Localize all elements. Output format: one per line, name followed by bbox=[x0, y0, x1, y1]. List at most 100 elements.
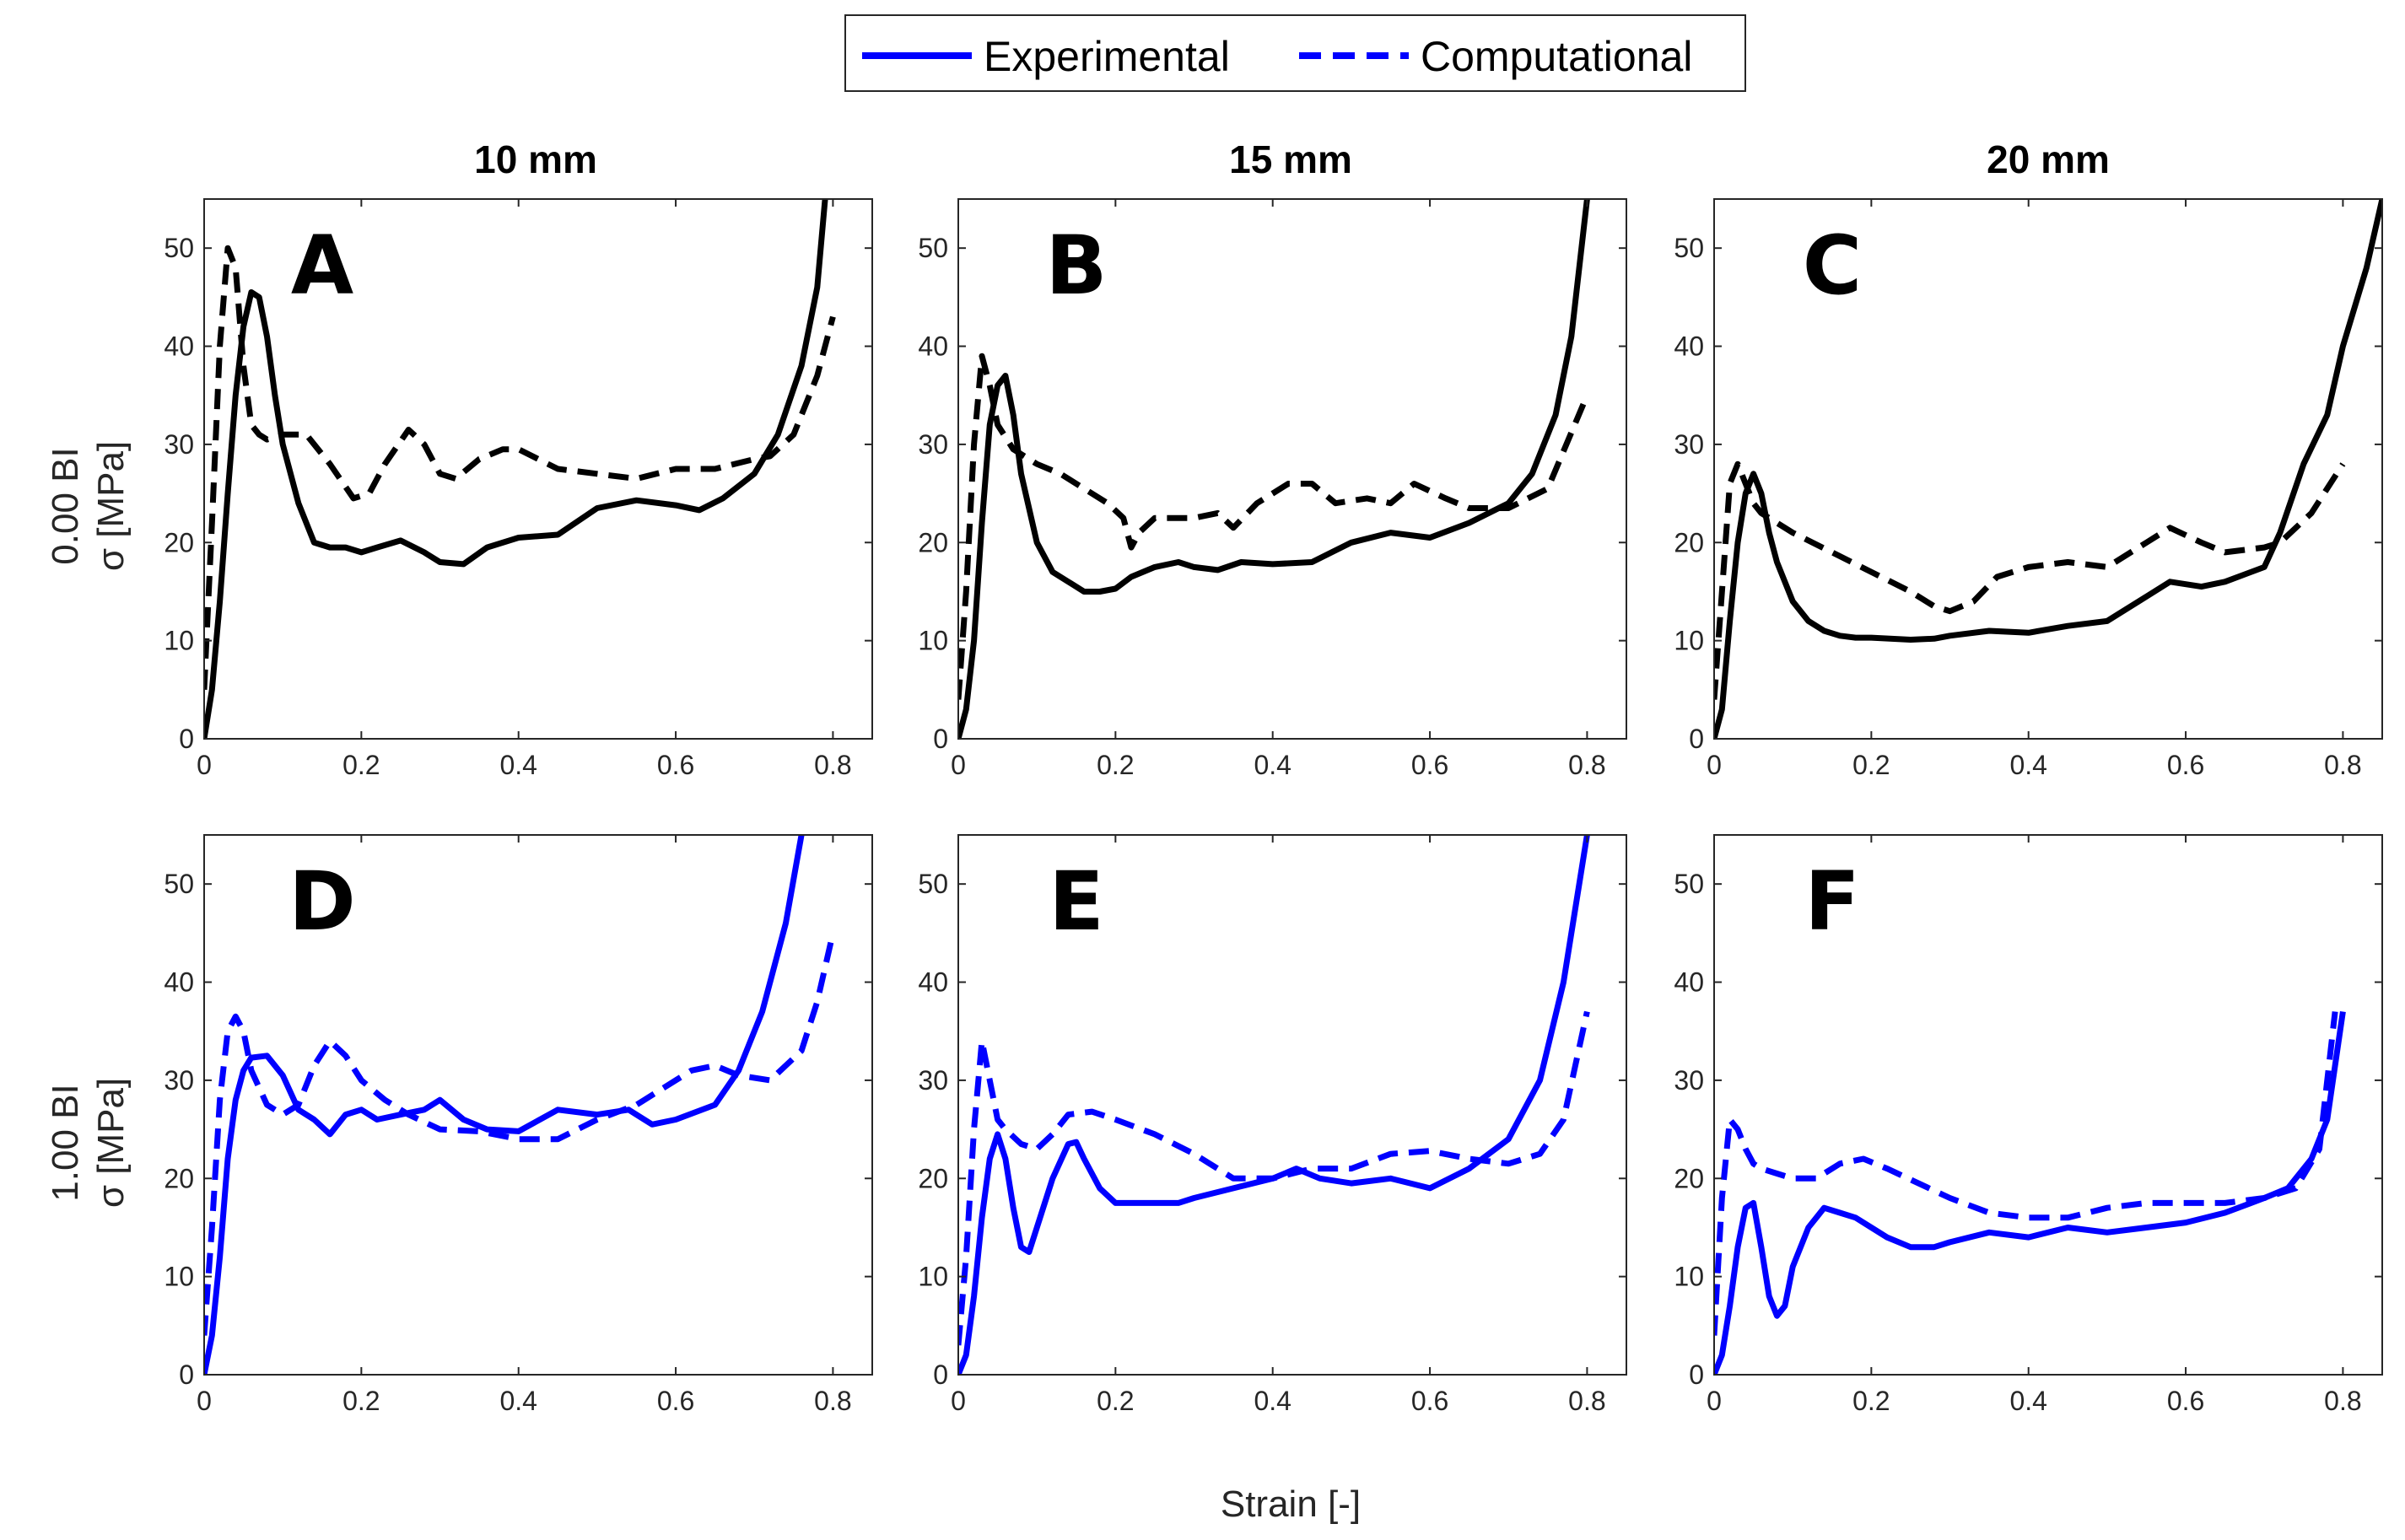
plot-area-d bbox=[204, 835, 872, 1375]
row-label-0-stress: σ [MPa] bbox=[90, 441, 132, 571]
y-tick-label-d-3: 30 bbox=[164, 1065, 194, 1096]
axes-frame-c bbox=[1713, 198, 2383, 740]
column-title-15mm: 15 mm bbox=[1229, 137, 1352, 181]
series-experimental-e bbox=[958, 834, 1590, 1375]
x-tick-label-f-4: 0.8 bbox=[2324, 1386, 2361, 1416]
series-experimental-a bbox=[204, 198, 828, 739]
panel-e: 0 0.2 0.4 0.6 0.8 0 10 20 30 40 50 E bbox=[918, 834, 1627, 1416]
x-tick-label-c-4: 0.8 bbox=[2324, 750, 2361, 780]
x-tick-label-d-1: 0.2 bbox=[342, 1386, 380, 1416]
x-tick-label-b-4: 0.8 bbox=[1568, 750, 1605, 780]
y-tick-label-c-5: 50 bbox=[1674, 233, 1704, 263]
series-computational-f bbox=[1714, 1011, 2338, 1336]
y-tick-label-f-0: 0 bbox=[1689, 1360, 1704, 1390]
panel-letter-e: E bbox=[1049, 854, 1104, 949]
y-tick-label-f-3: 30 bbox=[1674, 1065, 1704, 1096]
panel-letter-a: A bbox=[291, 218, 353, 313]
x-tick-label-a-2: 0.4 bbox=[499, 750, 537, 780]
column-title-10mm: 10 mm bbox=[474, 137, 597, 181]
y-tick-label-e-4: 40 bbox=[918, 967, 948, 998]
x-tick-label-a-0: 0 bbox=[197, 750, 212, 780]
y-tick-label-a-2: 20 bbox=[164, 527, 194, 557]
axes-frame-f bbox=[1713, 834, 2383, 1376]
y-tick-label-b-3: 30 bbox=[918, 429, 948, 460]
legend-box bbox=[844, 14, 1746, 92]
row-label-0-bi: 0.00 BI bbox=[45, 447, 86, 564]
panel-f: 0 0.2 0.4 0.6 0.8 0 10 20 30 40 50 F bbox=[1674, 834, 2383, 1416]
y-tick-label-f-1: 10 bbox=[1674, 1262, 1704, 1292]
x-tick-label-e-4: 0.8 bbox=[1568, 1386, 1605, 1416]
x-tick-label-b-3: 0.6 bbox=[1411, 750, 1448, 780]
x-tick-label-d-4: 0.8 bbox=[814, 1386, 851, 1416]
row-label-0: 0.00 BI σ [MPa] bbox=[45, 441, 132, 571]
axes-frame-a bbox=[203, 198, 873, 740]
y-tick-label-a-3: 30 bbox=[164, 429, 194, 460]
x-tick-label-a-1: 0.2 bbox=[342, 750, 380, 780]
y-tick-label-e-1: 10 bbox=[918, 1262, 948, 1292]
y-tick-label-c-0: 0 bbox=[1689, 724, 1704, 754]
y-tick-label-e-5: 50 bbox=[918, 869, 948, 899]
series-computational-b bbox=[958, 353, 1590, 700]
x-tick-label-c-0: 0 bbox=[1707, 750, 1722, 780]
y-tick-label-d-1: 10 bbox=[164, 1262, 194, 1292]
y-tick-label-a-4: 40 bbox=[164, 331, 194, 362]
series-computational-a bbox=[204, 245, 836, 690]
x-tick-label-e-1: 0.2 bbox=[1097, 1386, 1134, 1416]
x-tick-label-b-0: 0 bbox=[951, 750, 966, 780]
x-axis-label: Strain [-] bbox=[1221, 1483, 1361, 1525]
y-tick-label-b-4: 40 bbox=[918, 331, 948, 362]
y-tick-label-f-4: 40 bbox=[1674, 967, 1704, 998]
panel-letter-c: C bbox=[1803, 218, 1862, 313]
x-tick-label-d-2: 0.4 bbox=[499, 1386, 537, 1416]
x-tick-label-f-3: 0.6 bbox=[2167, 1386, 2204, 1416]
y-tick-label-d-5: 50 bbox=[164, 869, 194, 899]
y-tick-label-c-3: 30 bbox=[1674, 429, 1704, 460]
legend-computational-label: Computational bbox=[1421, 33, 1692, 80]
panel-letter-d: D bbox=[288, 854, 356, 949]
legend: Experimental Computational bbox=[844, 14, 1746, 92]
y-tick-label-e-0: 0 bbox=[933, 1360, 948, 1390]
series-experimental-f bbox=[1714, 1010, 2346, 1375]
y-tick-label-c-2: 20 bbox=[1674, 527, 1704, 557]
series-computational-e bbox=[958, 1010, 1590, 1346]
y-tick-label-d-0: 0 bbox=[179, 1360, 194, 1390]
x-tick-label-e-3: 0.6 bbox=[1411, 1386, 1448, 1416]
y-tick-label-b-5: 50 bbox=[918, 233, 948, 263]
x-tick-label-e-2: 0.4 bbox=[1254, 1386, 1291, 1416]
y-tick-label-a-0: 0 bbox=[179, 724, 194, 754]
series-computational-c bbox=[1714, 460, 2346, 700]
y-tick-label-c-1: 10 bbox=[1674, 626, 1704, 656]
y-tick-label-d-4: 40 bbox=[164, 967, 194, 998]
y-tick-label-f-5: 50 bbox=[1674, 869, 1704, 899]
y-tick-label-b-0: 0 bbox=[933, 724, 948, 754]
panel-b: 0 0.2 0.4 0.6 0.8 0 10 20 30 40 50 B bbox=[918, 198, 1627, 780]
panel-letter-b: B bbox=[1045, 218, 1107, 313]
x-tick-label-b-2: 0.4 bbox=[1254, 750, 1291, 780]
y-tick-label-b-1: 10 bbox=[918, 626, 948, 656]
legend-experimental-label: Experimental bbox=[984, 33, 1230, 80]
y-tick-label-a-5: 50 bbox=[164, 233, 194, 263]
y-tick-label-e-3: 30 bbox=[918, 1065, 948, 1096]
x-tick-label-c-1: 0.2 bbox=[1852, 750, 1890, 780]
panel-letter-f: F bbox=[1804, 854, 1860, 949]
y-tick-label-a-1: 10 bbox=[164, 626, 194, 656]
axes-frame-b bbox=[957, 198, 1627, 740]
axes-frame-e bbox=[957, 834, 1627, 1376]
x-tick-label-d-0: 0 bbox=[197, 1386, 212, 1416]
x-tick-label-b-1: 0.2 bbox=[1097, 750, 1134, 780]
y-tick-label-e-2: 20 bbox=[918, 1163, 948, 1193]
panels: 0 0.2 0.4 0.6 0.8 0 10 20 30 40 50 A 0 0.2 0.4 0.6 0.8 0 1… bbox=[164, 198, 2383, 1416]
panel-a: 0 0.2 0.4 0.6 0.8 0 10 20 30 40 50 A bbox=[164, 198, 873, 780]
x-tick-label-f-0: 0 bbox=[1707, 1386, 1722, 1416]
x-tick-label-f-1: 0.2 bbox=[1852, 1386, 1890, 1416]
x-tick-label-e-0: 0 bbox=[951, 1386, 966, 1416]
x-tick-label-c-2: 0.4 bbox=[2009, 750, 2046, 780]
plot-area-a bbox=[204, 199, 872, 739]
plot-area-f bbox=[1714, 835, 2382, 1375]
y-tick-label-f-2: 20 bbox=[1674, 1163, 1704, 1193]
y-tick-label-b-2: 20 bbox=[918, 527, 948, 557]
row-label-1: 1.00 BI σ [MPa] bbox=[45, 1078, 132, 1208]
x-tick-label-a-4: 0.8 bbox=[814, 750, 851, 780]
plot-area-b bbox=[958, 199, 1626, 739]
column-title-20mm: 20 mm bbox=[1987, 137, 2110, 181]
